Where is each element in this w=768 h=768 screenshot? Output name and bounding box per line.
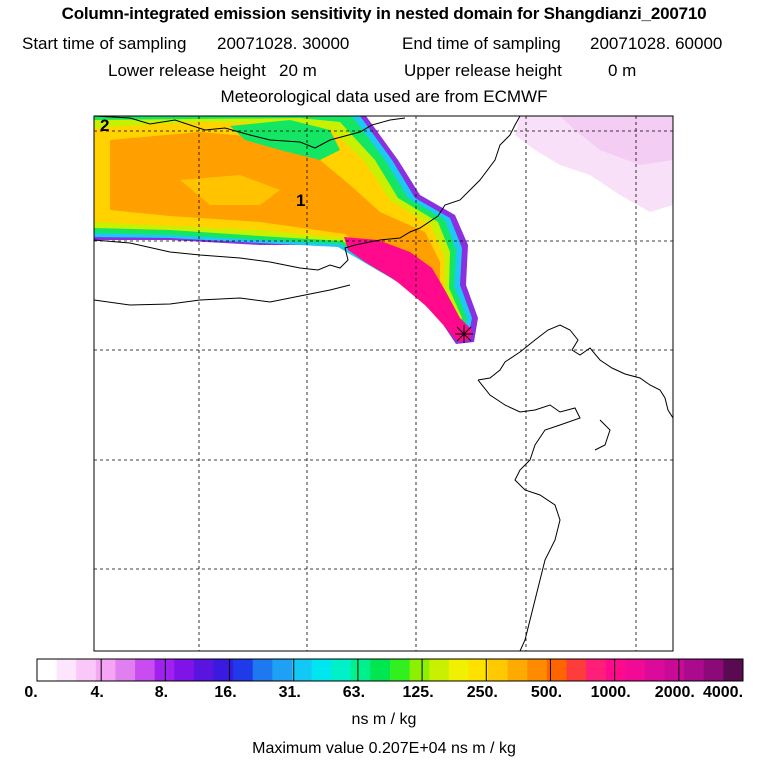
colorbar (37, 659, 744, 681)
colorbar-tick-label: 31. (278, 684, 301, 701)
start-time-value: 20071028. 30000 (217, 34, 350, 53)
colorbar-swatch (115, 659, 136, 681)
maximum-value-line: Maximum value 0.207E+04 ns m / kg (0, 740, 768, 758)
colorbar-swatch (272, 659, 293, 681)
colorbar-swatch (664, 659, 685, 681)
colorbar-swatch (291, 659, 313, 681)
colorbar-tick-label: 4000. (702, 684, 744, 701)
colorbar-tick-label: 16. (214, 684, 237, 701)
maximum-value: 0.207E+04 (368, 740, 447, 757)
colorbar-swatch (488, 659, 509, 681)
release-site-marker (455, 325, 473, 343)
colorbar-swatch (154, 659, 175, 681)
colorbar-swatch (56, 659, 77, 681)
colorbar-swatch (390, 659, 411, 681)
colorbar-tick-label: 125. (402, 684, 434, 701)
graticule (94, 116, 673, 651)
upper-release-value: 0 m (608, 61, 637, 80)
colorbar-swatch (95, 659, 116, 681)
colorbar-swatch (193, 659, 214, 681)
met-data-note: Meteorological data used are from ECMWF (220, 87, 548, 106)
colorbar-swatch (644, 659, 666, 681)
upper-release-label: Upper release height (404, 61, 562, 80)
colorbar-swatch (684, 659, 705, 681)
colorbar-swatch (370, 659, 391, 681)
start-time-label: Start time of sampling (22, 34, 187, 53)
colorbar-tick-label: 8. (154, 684, 169, 701)
colorbar-swatch (252, 659, 273, 681)
colorbar-tick-label: 63. (342, 684, 366, 701)
colorbar-swatch (233, 659, 254, 681)
chart-title: Column-integrated emission sensitivity i… (61, 4, 707, 23)
end-time-label: End time of sampling (402, 34, 561, 53)
colorbar-tick-label: 0. (24, 684, 38, 701)
colorbar-swatch (546, 659, 567, 681)
colorbar-swatch (566, 659, 587, 681)
colorbar-swatch (174, 659, 195, 681)
maximum-value-units: ns m / kg (450, 740, 516, 757)
colorbar-swatch (213, 659, 234, 681)
colorbar-swatch (586, 659, 607, 681)
map-frame (93, 115, 674, 652)
colorbar-tick-label: 2000. (654, 684, 695, 701)
colorbar-swatch (468, 659, 489, 681)
colorbar-swatch (507, 659, 528, 681)
plume-marker-1: 1 (296, 191, 305, 210)
colorbar-swatch (723, 659, 744, 681)
colorbar-swatch (448, 659, 469, 681)
lower-release-label: Lower release height (108, 61, 266, 80)
end-time-value: 20071028. 60000 (590, 34, 723, 53)
colorbar-tick-label: 500. (530, 684, 563, 701)
maximum-value-label: Maximum value (252, 740, 365, 757)
colorbar-frame (36, 658, 744, 682)
colorbar-swatch (429, 659, 450, 681)
colorbar-swatch (703, 659, 724, 681)
colorbar-swatch (37, 659, 58, 681)
colorbar-swatch (527, 659, 548, 681)
colorbar-swatch (605, 659, 626, 681)
colorbar-tick-label: 250. (466, 684, 498, 701)
colorbar-swatch (350, 659, 371, 681)
colorbar-tick-label: 1000. (590, 684, 631, 701)
colorbar-swatch (625, 659, 646, 681)
plume-band-magenta (344, 237, 472, 342)
lower-release-value: 20 m (279, 61, 317, 80)
map-field (94, 116, 673, 651)
coastlines (94, 116, 673, 651)
colorbar-swatch (331, 659, 352, 681)
colorbar-swatch (311, 659, 332, 681)
colorbar-swatch (76, 659, 97, 681)
colorbar-swatch (409, 659, 430, 681)
colorbar-swatch (135, 659, 156, 681)
colorbar-tick-label: 4. (90, 684, 104, 701)
colorbar-units: ns m / kg (351, 711, 417, 728)
plume-marker-2: 2 (100, 116, 109, 135)
